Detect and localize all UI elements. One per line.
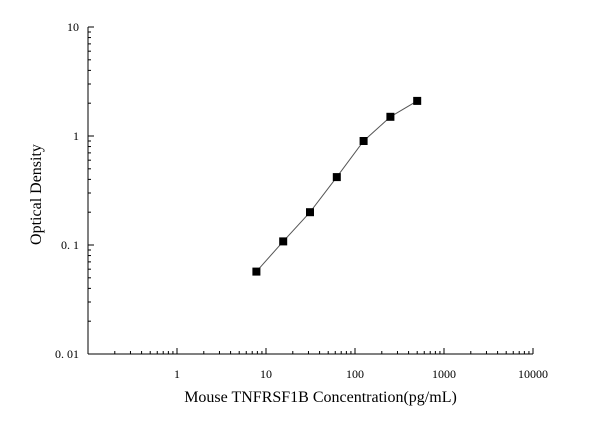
x-tick-label: 1000 [432,367,456,381]
y-tick-label: 10 [67,20,79,34]
x-axis-title: Mouse TNFRSF1B Concentration(pg/mL) [184,389,457,406]
data-point [279,237,288,246]
y-ticks: 0. 01 0. 1 1 10 [55,20,94,361]
plot-area [252,96,422,276]
series-line [256,100,418,272]
data-point [359,137,368,145]
y-tick-label: 1 [73,129,79,143]
x-tick-label: 10000 [518,367,548,381]
y-tick-label: 0. 1 [61,238,79,252]
x-tick-label: 100 [346,367,364,381]
y-axis-title: Optical Density [28,144,45,245]
data-point [386,112,395,121]
x-ticks: 1 10 100 1000 10000 [114,348,548,381]
y-tick-label: 0. 01 [55,347,79,361]
data-point [332,173,341,182]
x-tick-label: 1 [174,367,180,381]
axes [87,27,533,355]
data-point [252,267,261,276]
x-tick-label: 10 [260,367,272,381]
data-point [413,96,422,105]
data-point [306,208,314,217]
